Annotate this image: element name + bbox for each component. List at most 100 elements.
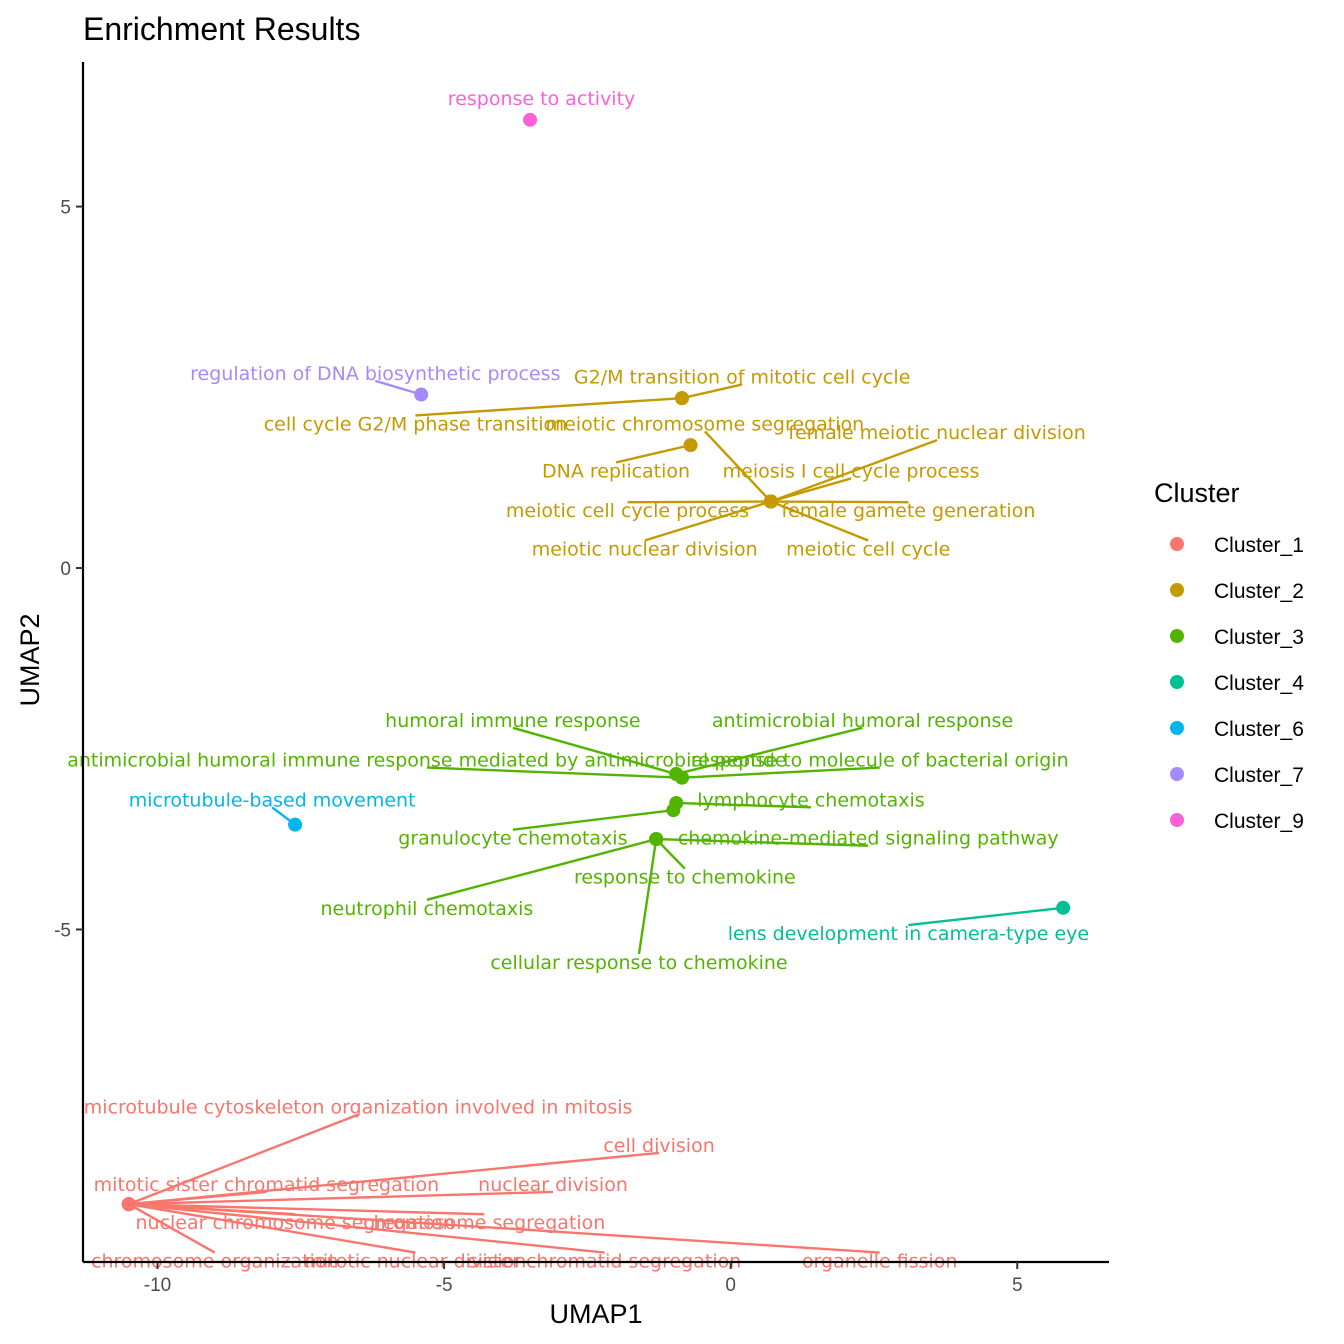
y-tick-label: 0 [60, 559, 71, 580]
point-label: cell cycle G2/M phase transition [264, 413, 567, 435]
point-label: response to activity [448, 88, 636, 110]
point-label: meiotic cell cycle process [506, 500, 749, 522]
point-label: G2/M transition of mitotic cell cycle [574, 366, 910, 388]
point-label: lens development in camera-type eye [728, 923, 1089, 945]
label-connector [770, 477, 852, 503]
x-axis-title: UMAP1 [549, 1299, 642, 1329]
data-point [666, 803, 681, 818]
point-label: granulocyte chemotaxis [398, 828, 627, 850]
label-connector [704, 430, 772, 503]
point-label: antimicrobial humoral response [712, 710, 1013, 732]
label-connector [676, 801, 811, 809]
point-label: response to chemokine [574, 867, 796, 889]
label-connector [681, 383, 743, 400]
legend-key [1170, 767, 1184, 781]
point-label: meiosis I cell cycle process [723, 460, 980, 482]
data-point [763, 494, 778, 509]
point-label: regulation of DNA biosynthetic process [190, 363, 560, 385]
label-connector [644, 500, 772, 542]
label-connector [770, 500, 909, 504]
legend-key [1170, 721, 1184, 735]
y-tick-label: -5 [54, 920, 71, 941]
point-label: DNA replication [542, 460, 690, 482]
label-connector [512, 809, 674, 831]
data-point [683, 438, 698, 453]
label-connector [128, 1113, 359, 1206]
point-label: mitotic sister chromatid segregation [94, 1174, 439, 1196]
legend-key [1170, 813, 1184, 827]
y-axis-ticks: -5 0 5 [54, 198, 83, 941]
legend-label: Cluster_9 [1214, 810, 1304, 833]
point-label: female gamete generation [781, 500, 1035, 522]
data-point [649, 832, 664, 847]
point-label: female meiotic nuclear division [788, 422, 1086, 444]
label-connector [512, 726, 677, 776]
label-connector [637, 838, 658, 955]
y-axis-title: UMAP2 [15, 613, 45, 706]
legend-label: Cluster_4 [1214, 672, 1304, 695]
data-point [414, 387, 429, 402]
data-point [523, 112, 538, 127]
legend-label: Cluster_7 [1214, 764, 1304, 787]
point-label: cell division [603, 1135, 714, 1157]
point-label: chemokine-mediated signaling pathway [678, 828, 1059, 850]
x-tick-label: 5 [1012, 1275, 1023, 1296]
legend-label: Cluster_1 [1214, 534, 1304, 557]
y-tick-label: 5 [60, 198, 71, 219]
label-connector [128, 1202, 416, 1254]
label-connectors [128, 379, 1064, 1254]
point-label: microtubule-based movement [129, 789, 416, 811]
point-labels: response to activity regulation of DNA bi… [67, 88, 1089, 1272]
data-point [674, 391, 689, 406]
label-connector [128, 1203, 216, 1254]
point-label: chromosome segregation [363, 1212, 605, 1234]
legend-label: Cluster_2 [1214, 580, 1304, 603]
label-connector [128, 1202, 485, 1216]
x-tick-label: 0 [725, 1275, 736, 1296]
label-connector [908, 906, 1064, 927]
x-tick-label: -5 [436, 1275, 453, 1296]
label-connector [770, 500, 869, 542]
point-label: neutrophil chemotaxis [321, 898, 534, 920]
label-connector [426, 766, 683, 779]
point-label: meiotic chromosome segregation [546, 413, 865, 435]
label-connector [128, 1202, 605, 1254]
label-connector [128, 1190, 267, 1206]
legend-label: Cluster_6 [1214, 718, 1304, 741]
point-label: cellular response to chemokine [490, 952, 787, 974]
legend-key [1170, 583, 1184, 597]
point-label: microtubule cytoskeleton organization in… [84, 1097, 633, 1119]
label-connector [374, 379, 422, 396]
label-connector [770, 438, 938, 503]
label-connector [615, 443, 691, 464]
legend: Cluster Cluster_1 Cluster_2 Cluster_3 Clust… [1154, 478, 1304, 833]
legend-key [1170, 629, 1184, 643]
point-label: response to molecule of bacterial origin [691, 750, 1069, 772]
label-connector [681, 766, 880, 779]
legend-label: Cluster_3 [1214, 626, 1304, 649]
data-point [288, 817, 303, 832]
label-connector [656, 837, 869, 847]
data-point [674, 770, 689, 785]
label-connector [128, 1190, 554, 1206]
x-axis-ticks: -10 -5 0 5 [144, 1262, 1023, 1296]
label-connector [415, 396, 683, 417]
point-label: nuclear chromosome segregation [135, 1212, 454, 1234]
label-connector [627, 500, 771, 504]
legend-key [1170, 537, 1184, 551]
point-label: antimicrobial humoral immune response me… [67, 750, 786, 772]
point-label: meiotic nuclear division [532, 539, 758, 561]
point-label: lymphocyte chemotaxis [697, 789, 924, 811]
chart-title: Enrichment Results [83, 11, 360, 47]
label-connector [128, 1202, 880, 1254]
x-tick-label: -10 [144, 1275, 171, 1296]
legend-title: Cluster [1154, 478, 1240, 508]
label-connector [675, 726, 863, 776]
point-label: humoral immune response [385, 710, 640, 732]
legend-key [1170, 675, 1184, 689]
label-connector [426, 837, 657, 901]
point-label: nuclear division [478, 1174, 628, 1196]
data-point [121, 1197, 136, 1212]
